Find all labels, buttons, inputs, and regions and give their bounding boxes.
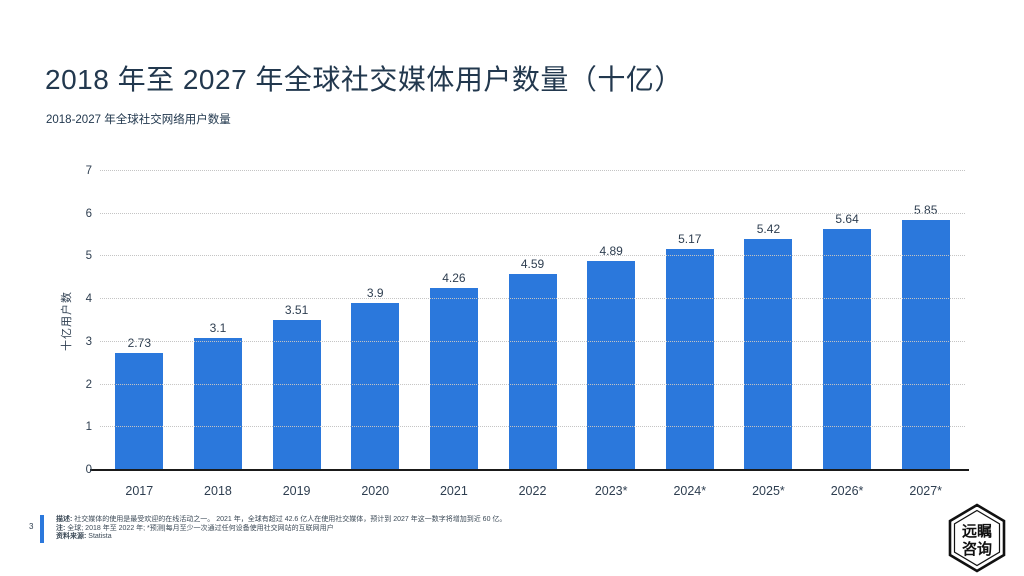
bar-2027: 5.85 <box>901 203 950 470</box>
gridline-1 <box>100 426 965 428</box>
plot-area: 2.73 2017 3.1 2018 3.51 2019 3.9 2020 4.26 2021 4.… <box>86 165 969 498</box>
bar-slot-2018: 3.1 2018 <box>179 171 258 498</box>
bar-slot-2024: 5.17 2024* <box>650 171 729 498</box>
y-tick-label-2: 2 <box>85 378 92 391</box>
page-title: 2018 年至 2027 年全球社交媒体用户数量（十亿） <box>45 64 683 95</box>
bar-2022: 4.59 <box>508 257 557 470</box>
x-tick-label: 2019 <box>282 484 311 498</box>
x-tick-label: 2025* <box>752 484 785 498</box>
footnote-note: 注: 全球; 2018 年至 2022 年; *预测|每月至少一次通过任何设备使… <box>56 525 526 534</box>
bar-2017: 2.73 <box>115 336 164 470</box>
bar-value-label: 5.42 <box>756 221 781 236</box>
bar-slot-2017: 2.73 2017 <box>100 171 179 498</box>
footer-accent-bar <box>40 515 44 543</box>
gridline-6 <box>100 212 965 214</box>
bar-value-label: 4.89 <box>599 244 623 259</box>
x-tick-label: 2023* <box>594 484 628 498</box>
bar-2026: 5.64 <box>823 212 872 470</box>
bar-2024: 5.17 <box>665 232 714 470</box>
bar-slot-2019: 3.51 2019 <box>257 171 336 498</box>
company-logo: 远瞩 咨询 <box>948 503 1006 573</box>
bar-value-label: 4.59 <box>520 256 545 271</box>
bar-2020: 3.9 <box>351 286 400 470</box>
bar-slot-2025: 5.42 2025* <box>729 171 808 498</box>
x-tick-label: 2017 <box>125 484 154 498</box>
y-tick-label-4: 4 <box>85 293 92 306</box>
bar-2019: 3.51 <box>272 303 321 470</box>
x-tick-label: 2026* <box>830 484 864 498</box>
footnote-source-text: Statista <box>88 533 112 541</box>
bar-slot-2027: 5.85 2027* <box>886 171 965 498</box>
bar-slot-2021: 4.26 2021 <box>415 171 494 498</box>
footnote-note-text: 全球; 2018 年至 2022 年; *预测|每月至少一次通过任何设备使用社交… <box>67 524 334 532</box>
bar-2023: 4.89 <box>587 244 636 470</box>
page-number: 3 <box>29 522 34 531</box>
gridline-4 <box>100 298 965 300</box>
footnote-description-label: 描述: <box>56 516 73 523</box>
bar-2021: 4.26 <box>429 271 478 470</box>
gridline-7 <box>100 170 965 171</box>
y-tick-label-5: 5 <box>85 250 92 263</box>
y-tick-label-7: 7 <box>85 165 92 177</box>
y-tick-label-0: 0 <box>85 464 92 476</box>
x-tick-label: 2027* <box>909 484 943 498</box>
footnote-description-text: 社交媒体的使用是最受欢迎的在线活动之一。 2021 年，全球有超过 42.6 亿… <box>74 516 507 523</box>
gridline-3 <box>100 340 965 342</box>
footnote-source: 资料来源: Statista <box>56 533 526 542</box>
x-tick-label: 2024* <box>673 484 707 498</box>
footnotes: 描述: 社交媒体的使用是最受欢迎的在线活动之一。 2021 年，全球有超过 42… <box>56 516 526 542</box>
bar-2025: 5.42 <box>744 222 793 470</box>
x-tick-label: 2021 <box>439 484 468 498</box>
bar-value-label: 5.64 <box>835 212 859 227</box>
bar-slot-2022: 4.59 2022 <box>493 171 572 498</box>
logo-hexagon-outer <box>948 503 1006 573</box>
logo-text-line2: 咨询 <box>962 540 992 558</box>
footnote-note-label: 注: <box>56 524 66 532</box>
bar-value-label: 4.26 <box>442 271 466 286</box>
bar-slot-2020: 3.9 2020 <box>336 171 415 498</box>
footnote-description: 描述: 社交媒体的使用是最受欢迎的在线活动之一。 2021 年，全球有超过 42… <box>56 516 526 525</box>
logo-text-line1: 远瞩 <box>962 523 992 540</box>
x-tick-label: 2022 <box>518 484 547 498</box>
bar-slot-2026: 5.64 2026* <box>808 171 887 498</box>
bar-series: 2.73 2017 3.1 2018 3.51 2019 3.9 2020 4.26 2021 4.… <box>100 171 965 498</box>
y-tick-label-1: 1 <box>85 421 92 434</box>
logo-hexagon-inner <box>953 509 1001 567</box>
x-axis-line <box>90 468 969 471</box>
bar-2018: 3.1 <box>193 321 242 470</box>
gridline-2 <box>100 383 965 385</box>
bar-value-label: 5.17 <box>678 232 702 247</box>
footnote-source-label: 资料来源: <box>56 533 87 541</box>
bar-value-label: 3.9 <box>366 286 384 301</box>
gridline-5 <box>100 255 965 257</box>
bar-value-label: 2.73 <box>127 336 151 351</box>
x-tick-label: 2018 <box>204 484 232 498</box>
bar-slot-2023: 4.89 2023* <box>572 171 651 498</box>
chart-subtitle: 2018-2027 年全球社交网络用户数量 <box>46 114 231 126</box>
bar-value-label: 3.1 <box>209 320 227 335</box>
bar-value-label: 5.85 <box>914 203 938 218</box>
x-tick-label: 2020 <box>361 484 390 498</box>
y-tick-label-3: 3 <box>85 335 92 348</box>
bar-value-label: 3.51 <box>284 303 309 318</box>
y-tick-label-6: 6 <box>85 207 92 220</box>
